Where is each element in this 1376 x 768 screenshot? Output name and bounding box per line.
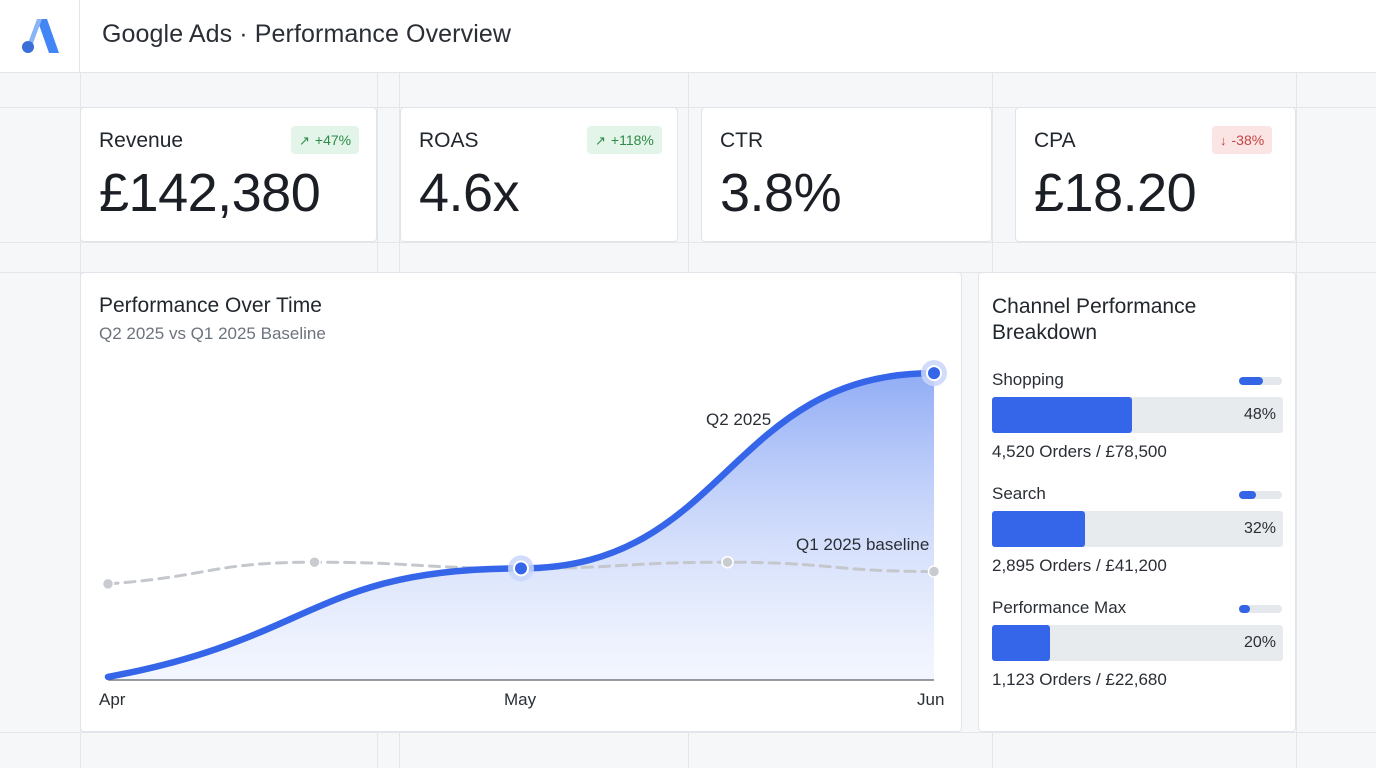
- share-bar-fill: [992, 397, 1132, 433]
- kpi-card-revenue[interactable]: Revenue ↗ +47% £142,380: [80, 107, 377, 242]
- channel-item-shopping[interactable]: Shopping 48% 4,520 Orders / £78,500: [992, 370, 1283, 465]
- mini-progress-fill: [1239, 605, 1250, 613]
- chart-subtitle: Q2 2025 vs Q1 2025 Baseline: [99, 324, 326, 343]
- channel-stats: 2,895 Orders / £41,200: [992, 556, 1167, 575]
- baseline-point: [101, 577, 115, 591]
- trend-up-icon: ↗: [299, 133, 310, 148]
- channel-name: Performance Max: [992, 598, 1127, 617]
- kpi-value: £142,380: [99, 163, 321, 223]
- kpi-value: 4.6x: [419, 163, 520, 223]
- mini-progress: [1239, 605, 1282, 613]
- share-percent: 48%: [1243, 406, 1276, 423]
- channel-stats: 1,123 Orders / £22,680: [992, 670, 1167, 689]
- kpi-card-ctr[interactable]: CTR 3.8%: [701, 107, 992, 242]
- x-tick-label: Jun: [917, 690, 945, 709]
- series-label-q2: Q2 2025: [706, 410, 772, 429]
- kpi-card-cpa[interactable]: CPA ↓ -38% £18.20: [1015, 107, 1296, 242]
- channel-card-title: Channel Performance Breakdown: [992, 295, 1197, 344]
- x-tick-label: May: [504, 690, 537, 709]
- share-bar: 32%: [992, 511, 1283, 547]
- share-percent: 20%: [1243, 634, 1276, 651]
- channel-name: Search: [992, 484, 1046, 503]
- share-bar-fill: [992, 625, 1051, 661]
- mini-progress: [1239, 491, 1282, 499]
- grid-line: [0, 107, 1376, 108]
- mini-progress: [1239, 377, 1282, 385]
- grid-line: [1296, 73, 1297, 768]
- baseline-point: [721, 555, 734, 569]
- share-bar-fill: [992, 511, 1086, 547]
- kpi-value: £18.20: [1034, 163, 1197, 223]
- badge-value: +118%: [610, 132, 654, 148]
- channel-item-performance-max[interactable]: Performance Max 20% 1,123 Orders / £22,6…: [992, 598, 1283, 693]
- series-label-baseline: Q1 2025 baseline: [796, 535, 930, 554]
- mini-progress-fill: [1239, 377, 1263, 385]
- trend-up-icon: ↗: [595, 133, 606, 148]
- page-title: Google Ads · Performance Overview: [102, 20, 512, 48]
- trend-badge: ↗ +118%: [587, 126, 662, 154]
- kpi-value: 3.8%: [720, 163, 842, 223]
- channel-item-search[interactable]: Search 32% 2,895 Orders / £41,200: [992, 484, 1283, 579]
- kpi-label: CPA: [1034, 129, 1076, 152]
- q2-point: [926, 365, 942, 382]
- logo-cell[interactable]: [0, 0, 80, 73]
- grid-line: [0, 732, 1376, 733]
- channel-name: Shopping: [992, 370, 1064, 389]
- share-bar: 20%: [992, 625, 1283, 661]
- q2-point: [513, 560, 529, 577]
- share-percent: 32%: [1243, 520, 1276, 537]
- channel-breakdown-card: Channel Performance Breakdown Shopping 4…: [978, 272, 1296, 732]
- kpi-label: Revenue: [99, 129, 184, 152]
- kpi-label: ROAS: [419, 129, 479, 152]
- kpi-card-roas[interactable]: ROAS ↗ +118% 4.6x: [400, 107, 678, 242]
- baseline-point: [927, 565, 941, 578]
- kpi-label: CTR: [720, 129, 764, 152]
- share-bar: 48%: [992, 397, 1283, 433]
- badge-value: +47%: [314, 132, 352, 148]
- google-ads-logo-icon: [22, 19, 59, 53]
- trend-badge: ↗ +47%: [291, 126, 360, 154]
- channel-stats: 4,520 Orders / £78,500: [992, 442, 1167, 461]
- performance-chart-card: Performance Over Time Q2 2025 vs Q1 2025…: [80, 272, 962, 732]
- app-header: Google Ads · Performance Overview: [0, 0, 1376, 73]
- trend-badge: ↓ -38%: [1212, 126, 1273, 154]
- baseline-point: [308, 555, 321, 569]
- mini-progress-fill: [1239, 491, 1257, 499]
- badge-value: -38%: [1231, 132, 1265, 148]
- grid-line: [0, 242, 1376, 243]
- q2-area-fill: [108, 373, 934, 680]
- chart-title: Performance Over Time: [99, 294, 322, 317]
- trend-down-icon: ↓: [1220, 133, 1227, 148]
- performance-chart: [101, 360, 947, 681]
- x-tick-label: Apr: [99, 690, 126, 709]
